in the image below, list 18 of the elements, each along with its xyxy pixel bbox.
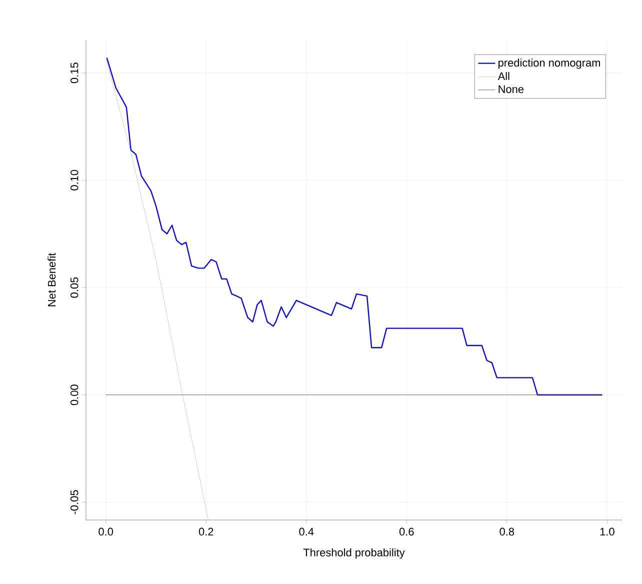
x-tick-label: 1.0 [600,528,614,536]
legend-label: None [498,85,524,94]
line-series [106,57,603,396]
y-tick-label: 0.00 [70,384,78,406]
y-tick-label: -0.05 [70,490,78,514]
y-tick-label: 0.05 [70,277,78,298]
legend-label: prediction nomogram [498,58,600,69]
x-tick-label: 0.4 [299,528,314,536]
y-tick-label: 0.15 [70,62,78,84]
x-axis-title: Threshold probability [303,548,405,559]
y-axis-title: Net Benefit [48,252,56,306]
x-tick-label: 0.6 [399,528,414,536]
y-tick-label: 0.10 [70,170,78,190]
x-tick-label: 0.2 [198,528,214,536]
x-tick-label: 0.0 [98,528,114,536]
legend-label: All [498,72,510,80]
x-tick-label: 0.8 [500,528,514,536]
line-series [106,58,208,520]
